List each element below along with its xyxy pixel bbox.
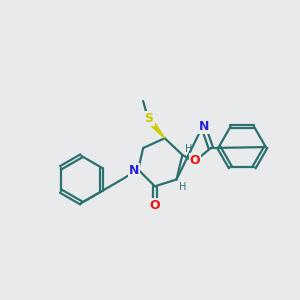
- Polygon shape: [146, 116, 165, 138]
- Text: S: S: [145, 112, 154, 125]
- Text: O: O: [150, 200, 160, 212]
- Text: N: N: [199, 120, 209, 133]
- Text: H: H: [184, 144, 192, 154]
- Text: O: O: [190, 154, 200, 167]
- Text: N: N: [129, 164, 140, 177]
- Text: H: H: [179, 182, 186, 192]
